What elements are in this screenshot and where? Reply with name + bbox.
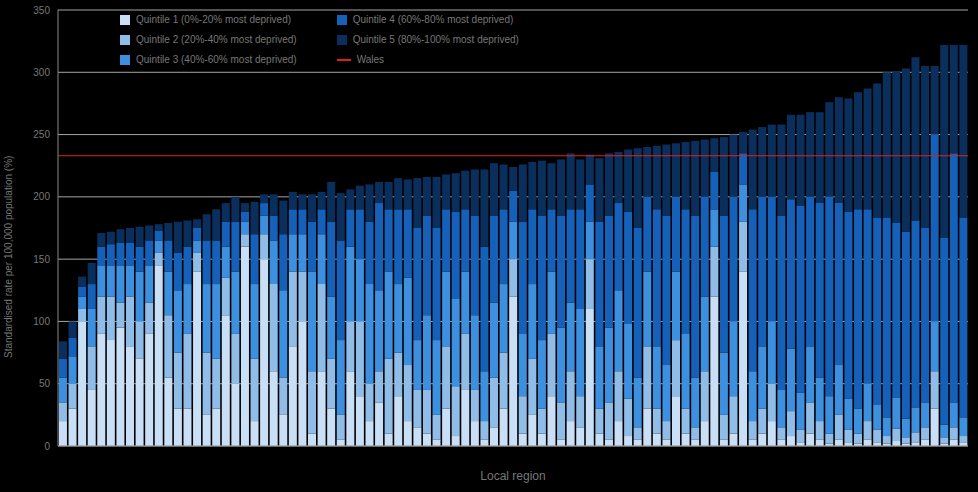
html-text:Quintile 2 (20%-40% most depri: Quintile 2 (20%-40% most deprived) [136, 34, 297, 45]
svg-text:150: 150 [33, 254, 50, 265]
html-text:Quintile 4 (60%-80% most depri: Quintile 4 (60%-80% most deprived) [352, 14, 514, 25]
svg-text:300: 300 [33, 67, 50, 78]
svg-text:Standardised rate per 100,000: Standardised rate per 100,000 population… [8, 156, 14, 358]
svg-text:0: 0 [44, 441, 50, 452]
html-text:Quintile 1 (0%-20% most depriv: Quintile 1 (0%-20% most deprived) [136, 14, 292, 25]
html-text:Quintile 5 (80%-100% most depr: Quintile 5 (80%-100% most deprived) [352, 34, 519, 45]
html-text:Wales: Wales [356, 54, 385, 65]
svg-text:200: 200 [33, 191, 50, 202]
svg-text:250: 250 [33, 129, 50, 140]
svg-text:Local region: Local region [480, 469, 545, 483]
svg-text:50: 50 [39, 378, 51, 389]
svg-text:100: 100 [33, 316, 50, 327]
html-text:Quintile 3 (40%-60% most depri: Quintile 3 (40%-60% most deprived) [136, 54, 297, 65]
svg-text:350: 350 [33, 5, 50, 16]
